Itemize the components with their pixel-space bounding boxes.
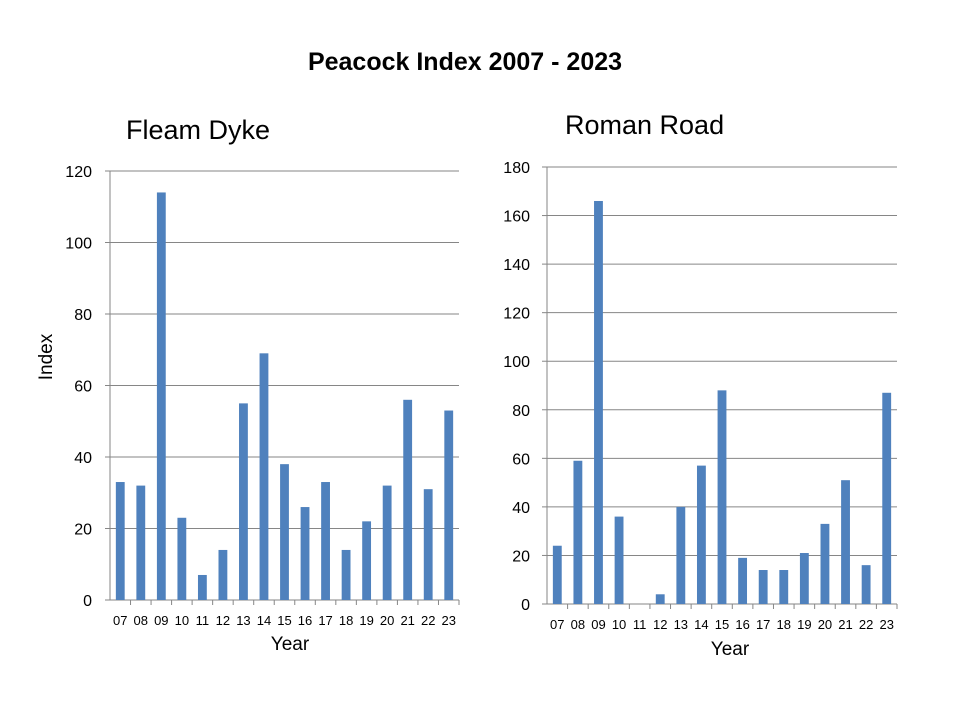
- x-tick-label: 20: [818, 617, 832, 632]
- y-tick-label: 40: [74, 450, 92, 467]
- x-tick-label: 12: [653, 617, 667, 632]
- bar: [362, 521, 372, 600]
- y-tick-label: 20: [74, 522, 92, 539]
- y-tick-label: 160: [503, 209, 530, 226]
- roman-road-chart: Roman Road 0 20 40 60 80 100 120 140 160 180 07 08 09…: [503, 110, 898, 660]
- bar: [403, 399, 413, 600]
- bar: [820, 523, 830, 604]
- y-tick-label: 100: [65, 236, 92, 253]
- y-tick-label: 0: [521, 597, 530, 614]
- x-tick-label: 17: [318, 613, 332, 628]
- y-tick-label: 140: [503, 257, 530, 274]
- x-tick-label: 11: [196, 613, 210, 628]
- chart-title: Fleam Dyke: [126, 115, 270, 145]
- y-tick-label: 100: [503, 354, 530, 371]
- x-tick-label: 13: [236, 613, 250, 628]
- bar: [614, 516, 624, 604]
- x-tick-label: 18: [339, 613, 353, 628]
- x-tick-label: 14: [694, 617, 708, 632]
- bar: [758, 570, 768, 604]
- bar: [280, 464, 289, 600]
- bar: [239, 403, 248, 600]
- x-tick-label: 20: [380, 613, 394, 628]
- bar: [300, 507, 310, 600]
- y-tick-label: 120: [65, 164, 92, 181]
- x-tick-label: 16: [298, 613, 312, 628]
- bar: [259, 353, 269, 600]
- bar: [156, 192, 166, 600]
- x-tick-label: 07: [113, 613, 127, 628]
- x-tick-label: 21: [838, 617, 852, 632]
- bar: [676, 506, 686, 604]
- x-tick-label: 14: [257, 613, 271, 628]
- x-tick-label: 15: [715, 617, 729, 632]
- bar: [552, 545, 562, 604]
- x-tick-label: 09: [591, 617, 605, 632]
- y-axis-title: Index: [36, 333, 57, 380]
- x-tick-label: 10: [612, 617, 626, 632]
- bar: [738, 557, 748, 604]
- bar: [573, 460, 583, 604]
- x-tick-label: 21: [400, 613, 414, 628]
- bar: [717, 390, 727, 604]
- x-tick-label: 22: [859, 617, 873, 632]
- x-tick-label: 08: [134, 613, 148, 628]
- bar: [423, 489, 433, 600]
- y-tick-label: 40: [512, 500, 530, 517]
- bar: [321, 482, 330, 600]
- bar: [594, 200, 603, 604]
- y-tick-label: 60: [512, 451, 530, 468]
- x-tick-label: 12: [216, 613, 230, 628]
- bar: [341, 549, 351, 600]
- y-tick-label: 80: [512, 403, 530, 420]
- x-tick-label: 22: [421, 613, 435, 628]
- x-tick-label: 09: [154, 613, 168, 628]
- x-tick-label: 08: [571, 617, 585, 632]
- bar: [115, 482, 125, 600]
- x-tick-label: 19: [359, 613, 373, 628]
- x-tick-label: 11: [633, 617, 647, 632]
- bar: [177, 517, 187, 600]
- x-tick-label: 10: [175, 613, 189, 628]
- bar: [382, 485, 392, 600]
- chart-title: Roman Road: [565, 110, 724, 140]
- x-axis-title: Year: [711, 639, 750, 660]
- x-tick-label: 13: [674, 617, 688, 632]
- x-tick-label: 23: [442, 613, 456, 628]
- y-tick-label: 60: [74, 379, 92, 396]
- y-tick-label: 80: [74, 307, 92, 324]
- bar: [136, 485, 146, 600]
- bar: [841, 480, 850, 604]
- x-tick-label: 18: [777, 617, 791, 632]
- bar: [444, 410, 454, 600]
- bar: [655, 594, 665, 604]
- fleam-dyke-chart: Fleam Dyke 0 20 40 60 80 100 120 07 08 09 10 11 12 13 1…: [36, 115, 460, 655]
- x-tick-label: 15: [277, 613, 291, 628]
- x-axis-title: Year: [271, 634, 310, 655]
- x-tick-label: 07: [550, 617, 564, 632]
- y-tick-label: 120: [503, 306, 530, 323]
- x-tick-label: 19: [797, 617, 811, 632]
- y-tick-label: 0: [83, 593, 92, 610]
- bar: [197, 574, 207, 600]
- bar: [861, 565, 871, 604]
- bar: [779, 570, 789, 604]
- bar: [799, 553, 809, 604]
- bar: [696, 465, 706, 604]
- bar: [882, 392, 892, 604]
- page-title: Peacock Index 2007 - 2023: [307, 48, 623, 76]
- x-tick-label: 16: [735, 617, 749, 632]
- y-tick-label: 20: [512, 548, 530, 565]
- x-tick-label: 17: [756, 617, 770, 632]
- x-tick-label: 23: [879, 617, 893, 632]
- y-tick-label: 180: [503, 160, 530, 177]
- bar: [218, 549, 228, 600]
